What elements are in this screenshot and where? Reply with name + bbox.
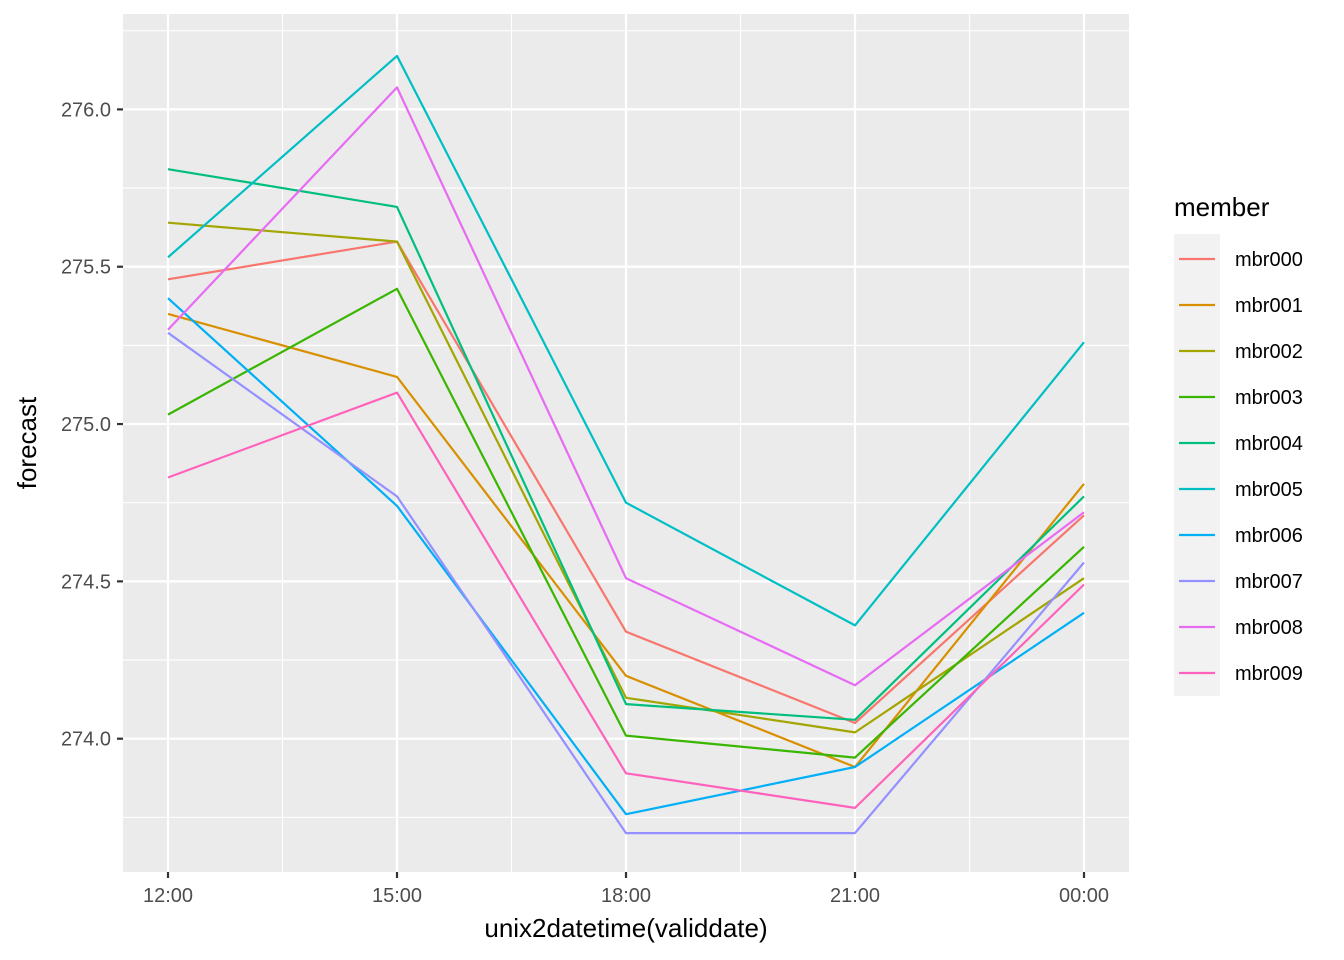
legend-label-mbr008: mbr008	[1235, 617, 1303, 639]
y-tick-label: 275.0	[61, 414, 111, 436]
y-tick-label: 274.0	[61, 729, 111, 751]
y-axis: 274.0 274.5 275.0 275.5 276.0	[61, 99, 123, 751]
x-axis: 12:00 15:00 18:00 21:00 00:00	[143, 872, 1109, 907]
legend-label-mbr002: mbr002	[1235, 341, 1303, 363]
series-line-mbr008	[167, 86, 1085, 687]
y-tick-label: 276.0	[61, 99, 111, 121]
legend-title: member	[1174, 192, 1270, 222]
series-line-mbr009	[167, 391, 1085, 810]
series-line-mbr000	[167, 240, 1085, 725]
legend-items: mbr000 mbr001 mbr002 mbr003 mbr004 mbr005 mbr0…	[1179, 249, 1303, 685]
legend-label-mbr000: mbr000	[1235, 249, 1303, 271]
legend-label-mbr001: mbr001	[1235, 295, 1303, 317]
x-axis-title: unix2datetime(validdate)	[484, 913, 767, 943]
series-line-mbr003	[167, 287, 1085, 759]
y-tick-label: 275.5	[61, 257, 111, 279]
series-line-mbr002	[167, 221, 1085, 734]
series-line-mbr004	[167, 168, 1085, 721]
legend-label-mbr005: mbr005	[1235, 479, 1303, 501]
series-line-mbr006	[167, 297, 1085, 816]
x-tick-label: 00:00	[1059, 885, 1109, 907]
legend-label-mbr006: mbr006	[1235, 525, 1303, 547]
series-line-mbr005	[167, 54, 1085, 627]
y-tick-label: 274.5	[61, 571, 111, 593]
legend-label-mbr007: mbr007	[1235, 571, 1303, 593]
x-tick-label: 18:00	[601, 885, 651, 907]
series-lines	[167, 54, 1085, 835]
x-tick-label: 15:00	[372, 885, 422, 907]
legend-label-mbr004: mbr004	[1235, 433, 1303, 455]
x-tick-label: 21:00	[830, 885, 880, 907]
series-line-mbr001	[167, 312, 1085, 769]
x-tick-label: 12:00	[143, 885, 193, 907]
legend-key-background	[1174, 234, 1220, 696]
major-gridlines	[123, 14, 1129, 872]
legend: member mbr000mbr001mbr002mbr003mbr004mbr…	[1174, 192, 1303, 696]
y-axis-title: forecast	[12, 396, 42, 489]
legend-label-mbr003: mbr003	[1235, 387, 1303, 409]
series-line-mbr007	[167, 331, 1085, 835]
legend-label-mbr009: mbr009	[1235, 663, 1303, 685]
